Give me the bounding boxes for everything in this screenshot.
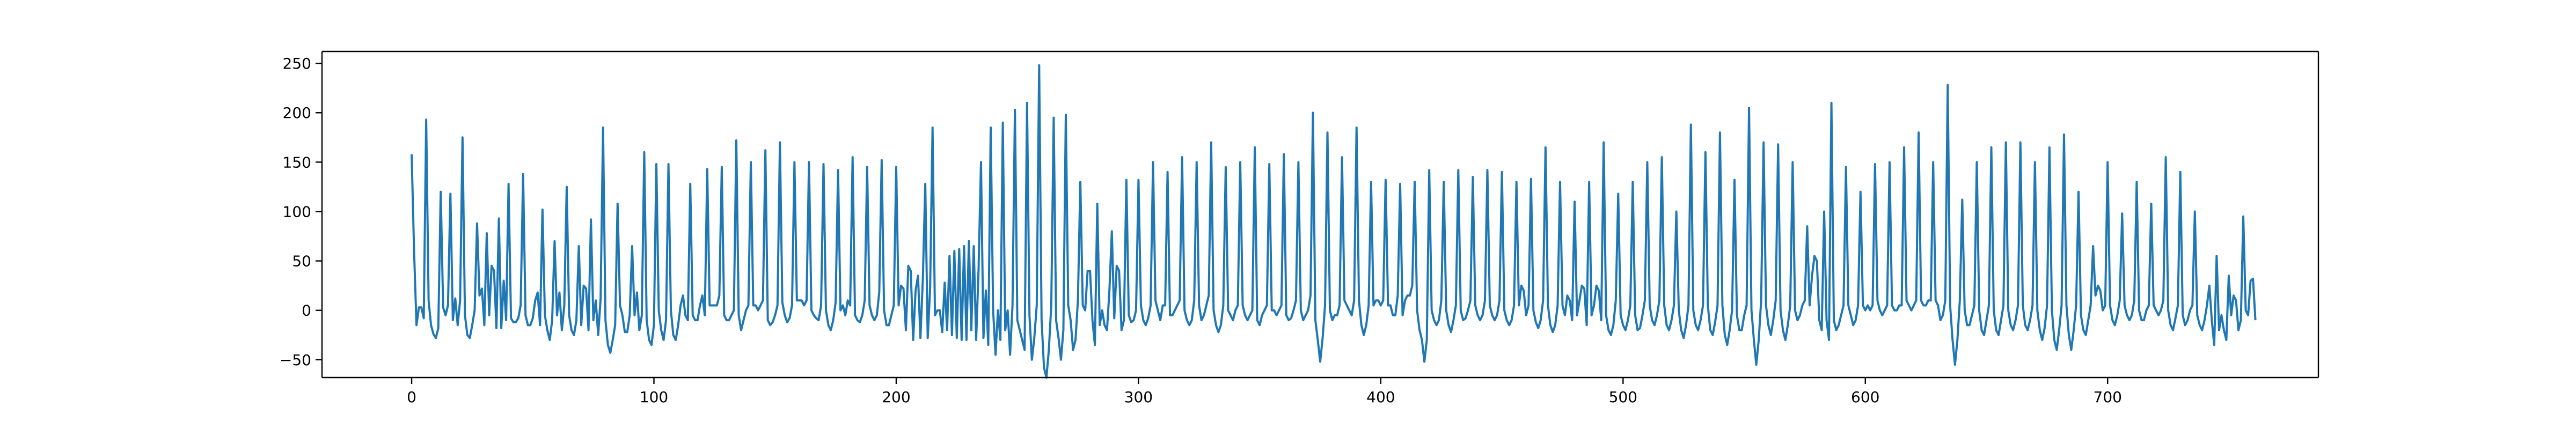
y-tick-label: 250 — [283, 55, 311, 72]
series-line-0 — [411, 64, 2257, 379]
y-tick-label: 200 — [283, 104, 311, 122]
axes-layer — [321, 50, 2319, 379]
x-tick-label: 0 — [407, 388, 416, 406]
y-tick-label: 150 — [283, 153, 311, 171]
series-layer — [411, 64, 2257, 379]
y-tick-label: −50 — [280, 351, 311, 369]
x-tick-label: 600 — [1851, 388, 1879, 406]
y-tick-label: 50 — [292, 253, 311, 270]
ticks-layer: 0 100 200 300 400 500 600 700 −50 0 50 100 150 200 250 — [280, 55, 2122, 406]
x-tick-label: 500 — [1609, 388, 1637, 406]
x-tick-label: 400 — [1366, 388, 1395, 406]
x-tick-label: 100 — [640, 388, 668, 406]
x-tick-label: 300 — [1124, 388, 1153, 406]
x-tick-label: 700 — [2094, 388, 2122, 406]
y-tick-label: 0 — [302, 302, 311, 320]
x-tick-label: 200 — [882, 388, 910, 406]
y-tick-label: 100 — [283, 203, 311, 220]
